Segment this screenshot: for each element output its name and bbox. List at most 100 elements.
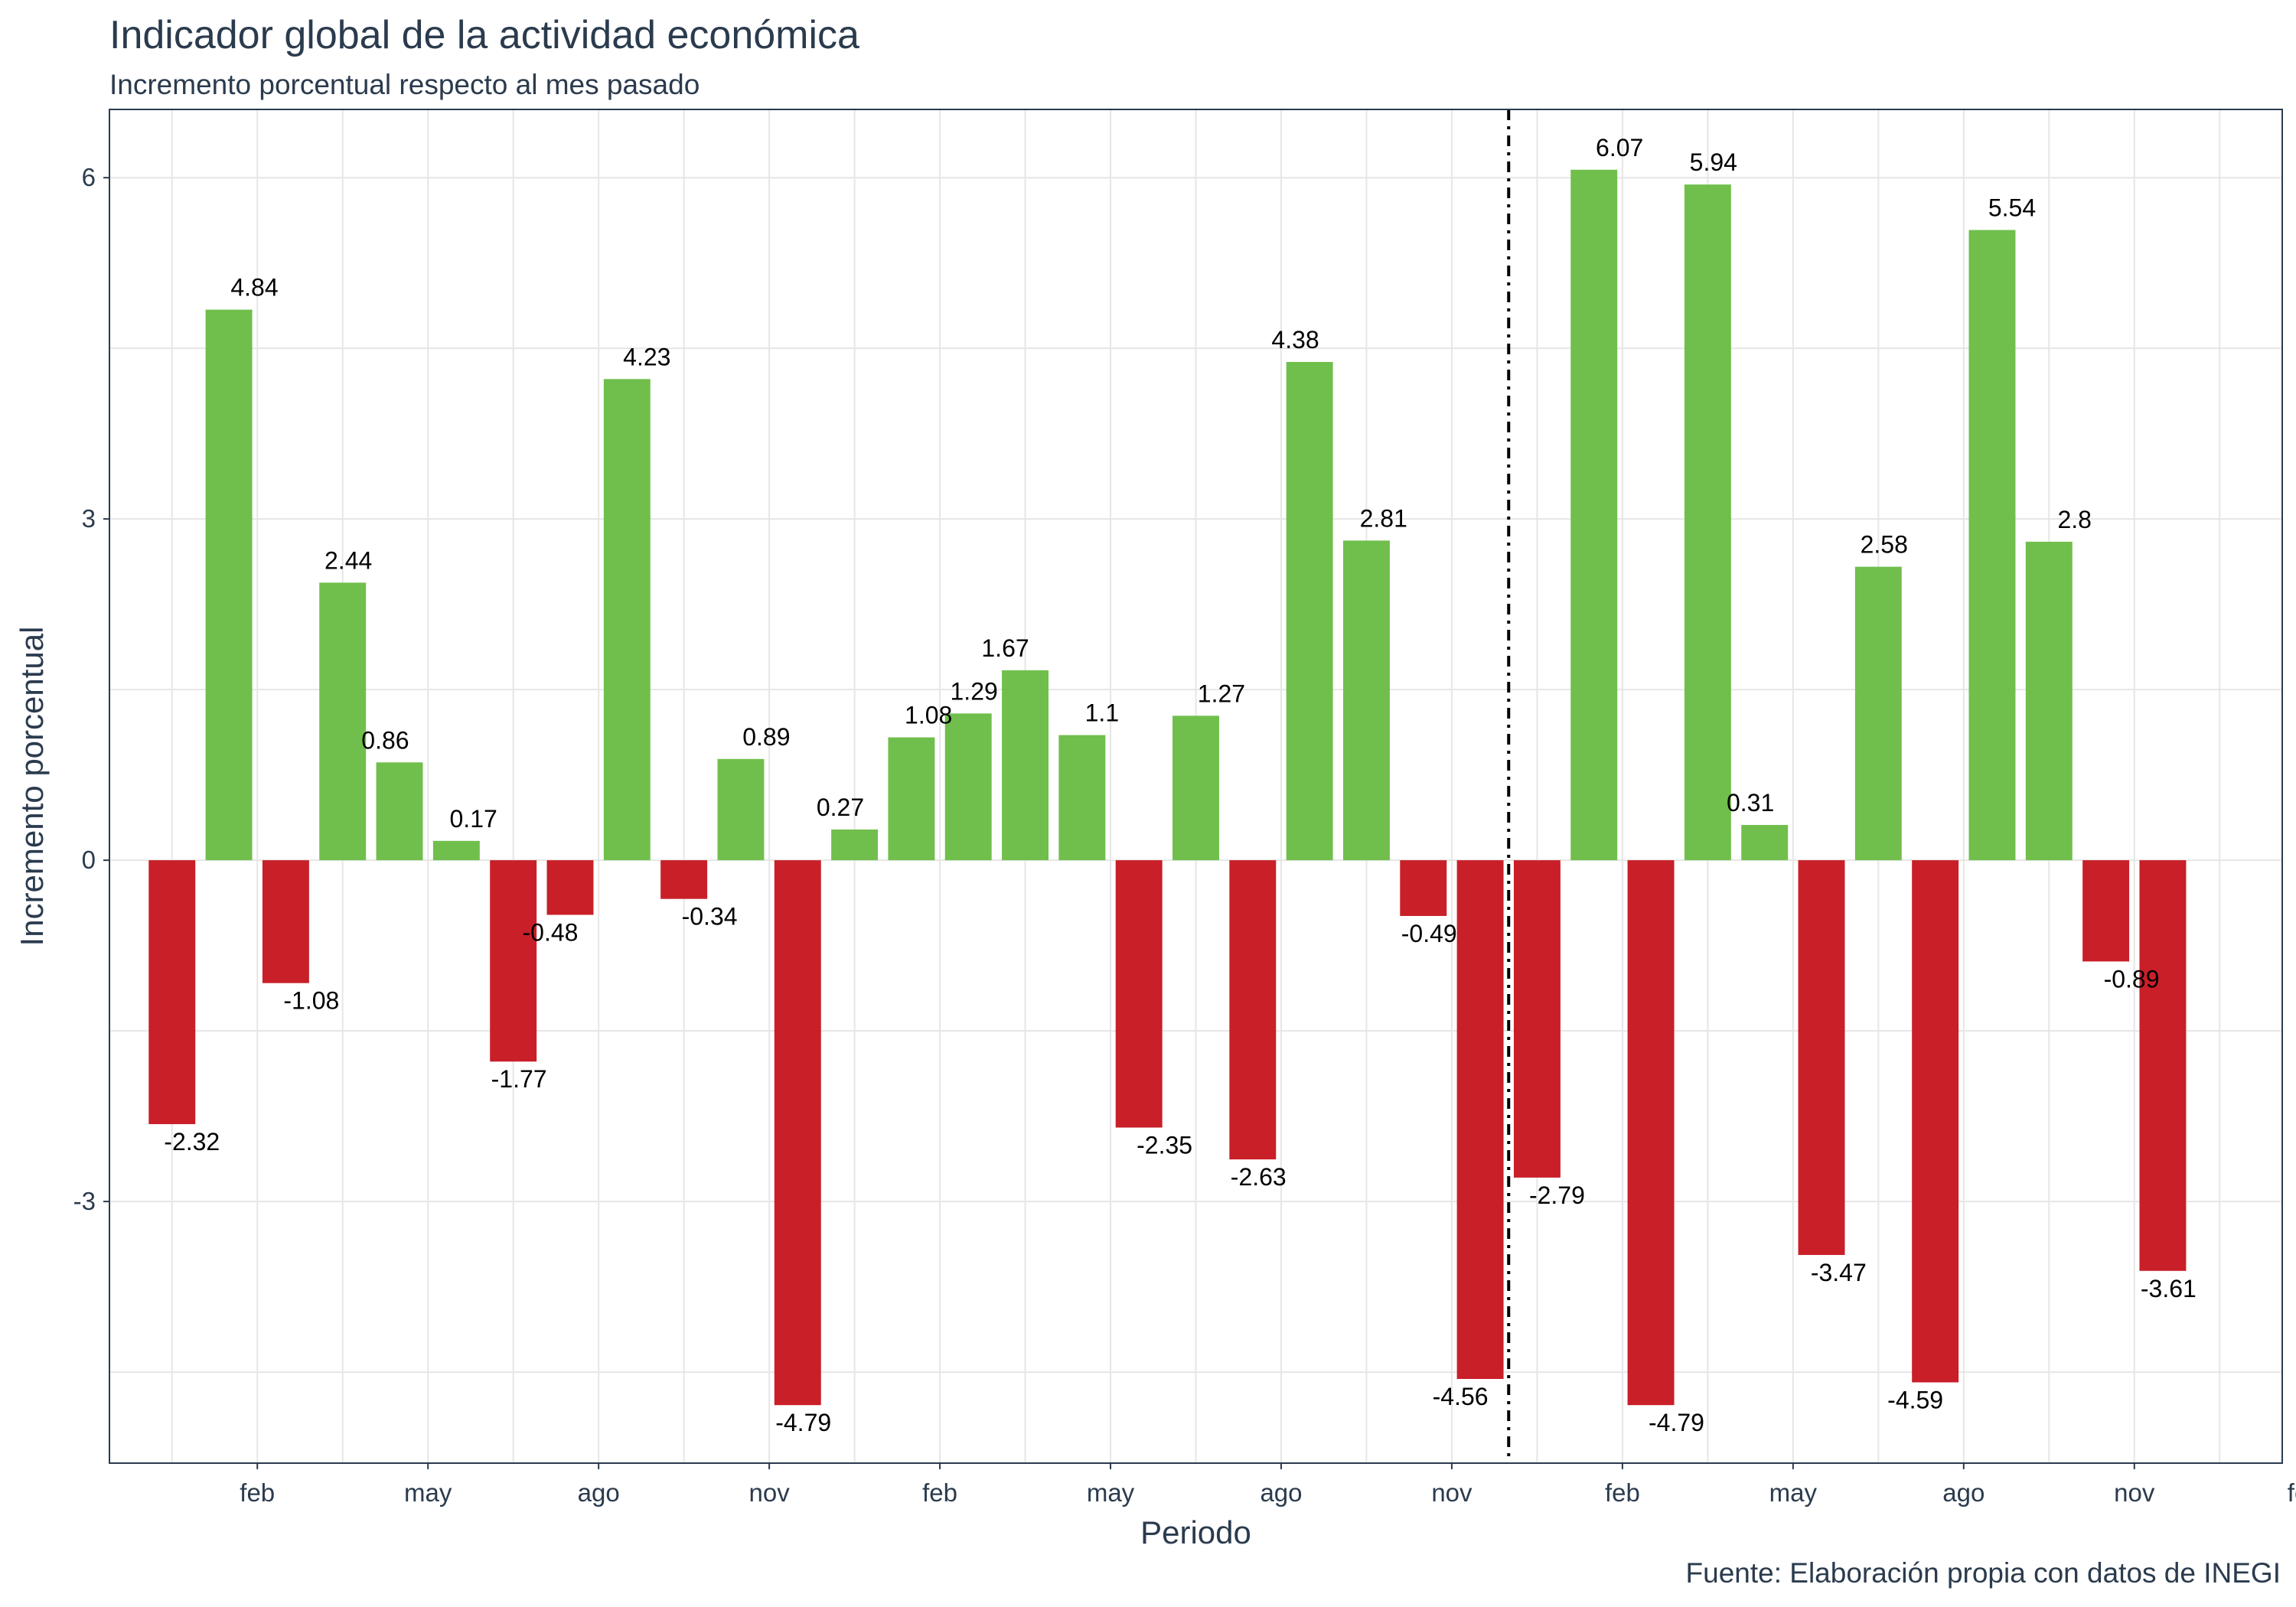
chart-subtitle: Incremento porcentual respecto al mes pa… <box>109 69 700 100</box>
bar <box>148 860 196 1125</box>
data-label: 2.44 <box>325 546 372 574</box>
x-tick-label: nov <box>2114 1478 2155 1507</box>
x-axis-title: Periodo <box>1140 1514 1251 1550</box>
y-tick-label: -3 <box>73 1187 96 1215</box>
bar <box>1400 860 1447 916</box>
x-tick-label: nov <box>1431 1478 1473 1507</box>
x-axis-ticks: feb may ago nov feb may ago nov feb may ago nov feb <box>240 1463 2296 1507</box>
data-label: -3.61 <box>2141 1275 2197 1302</box>
bar <box>717 758 765 861</box>
y-tick-label: 6 <box>82 163 96 191</box>
x-tick-label: may <box>1769 1478 1818 1507</box>
y-axis-title: Incremento porcentual <box>14 627 50 947</box>
bar <box>1172 715 1219 861</box>
x-tick-label: feb <box>2288 1478 2296 1507</box>
data-label: 1.27 <box>1198 680 1245 707</box>
data-label: 5.54 <box>1988 194 2036 222</box>
data-label: 5.94 <box>1690 148 1737 176</box>
bar <box>660 860 708 899</box>
bar <box>1968 230 2016 861</box>
bar <box>490 860 537 1062</box>
bar <box>376 762 423 861</box>
bar <box>205 309 253 861</box>
data-label: 2.58 <box>1861 531 1908 559</box>
x-tick-label: nov <box>748 1478 790 1507</box>
bar <box>1684 184 1731 861</box>
chart-caption: Fuente: Elaboración propia con datos de … <box>1685 1557 2281 1589</box>
data-label: 1.08 <box>905 702 952 729</box>
data-label: 4.38 <box>1271 326 1319 354</box>
bar <box>1513 860 1561 1178</box>
data-label: 6.07 <box>1596 134 1643 161</box>
bar <box>1002 670 1049 861</box>
chart-title: Indicador global de la actividad económi… <box>109 13 859 57</box>
data-label: -2.63 <box>1231 1163 1287 1191</box>
data-label: -2.32 <box>164 1128 220 1156</box>
bar <box>319 582 367 861</box>
bar <box>888 737 935 861</box>
grid-layer <box>109 109 2282 1463</box>
bar <box>546 860 594 915</box>
bar <box>1229 860 1277 1160</box>
bar <box>1854 566 1902 861</box>
x-tick-label: feb <box>240 1478 275 1507</box>
x-tick-label: ago <box>578 1478 620 1507</box>
x-tick-label: ago <box>1942 1478 1985 1507</box>
bar <box>1286 362 1333 861</box>
data-label: 0.27 <box>817 794 864 821</box>
data-label: 2.81 <box>1360 504 1407 532</box>
y-axis-ticks: -3 0 3 6 <box>73 163 109 1215</box>
bar <box>1741 825 1789 861</box>
plot-panel-border <box>109 109 2283 1464</box>
x-tick-label: ago <box>1260 1478 1302 1507</box>
bar <box>774 860 821 1406</box>
x-tick-label: may <box>404 1478 452 1507</box>
data-label: 0.17 <box>450 805 497 833</box>
x-tick-label: feb <box>922 1478 957 1507</box>
bar <box>2082 860 2130 962</box>
data-label: -0.34 <box>682 903 738 931</box>
data-label: -0.49 <box>1401 920 1457 947</box>
data-label: -4.79 <box>1649 1409 1704 1436</box>
bar <box>2139 860 2187 1271</box>
bar <box>1058 735 1106 861</box>
data-label: -0.48 <box>523 918 579 946</box>
x-tick-label: feb <box>1605 1478 1640 1507</box>
x-tick-label: may <box>1087 1478 1135 1507</box>
bar <box>1798 860 1845 1255</box>
bar <box>1570 169 1618 861</box>
data-label: 1.29 <box>951 677 998 705</box>
bar <box>603 379 651 861</box>
data-label: -2.79 <box>1529 1182 1585 1209</box>
bar <box>1115 860 1163 1128</box>
bar <box>1627 860 1675 1406</box>
data-label: -4.59 <box>1887 1386 1943 1413</box>
data-label: -1.08 <box>283 987 339 1015</box>
bar <box>1342 540 1390 861</box>
data-label: 1.67 <box>981 634 1029 662</box>
data-label: -4.79 <box>775 1409 831 1436</box>
data-label: 1.1 <box>1085 699 1119 727</box>
y-tick-label: 3 <box>82 504 96 533</box>
bar <box>944 713 992 861</box>
data-label: 4.23 <box>623 343 670 370</box>
bar <box>1456 860 1504 1379</box>
data-label: 2.8 <box>2057 506 2091 533</box>
data-label: -3.47 <box>1811 1259 1867 1286</box>
data-label: -0.89 <box>2104 965 2160 993</box>
y-tick-label: 0 <box>82 846 96 874</box>
bar <box>262 860 309 983</box>
bar <box>1912 860 1959 1383</box>
bar <box>831 829 879 861</box>
data-labels-layer: -2.32 4.84 -1.08 2.44 0.86 0.17 -1.77 -0.48 4.23… <box>164 134 2197 1436</box>
data-label: 0.89 <box>742 723 790 751</box>
bars-layer <box>148 169 2187 1406</box>
bar <box>2025 541 2073 861</box>
data-label: 0.31 <box>1727 789 1774 817</box>
data-label: -4.56 <box>1433 1383 1489 1410</box>
data-label: 0.86 <box>361 726 409 754</box>
bar <box>432 840 480 861</box>
data-label: 4.84 <box>230 274 278 302</box>
data-label: -2.35 <box>1137 1131 1192 1159</box>
